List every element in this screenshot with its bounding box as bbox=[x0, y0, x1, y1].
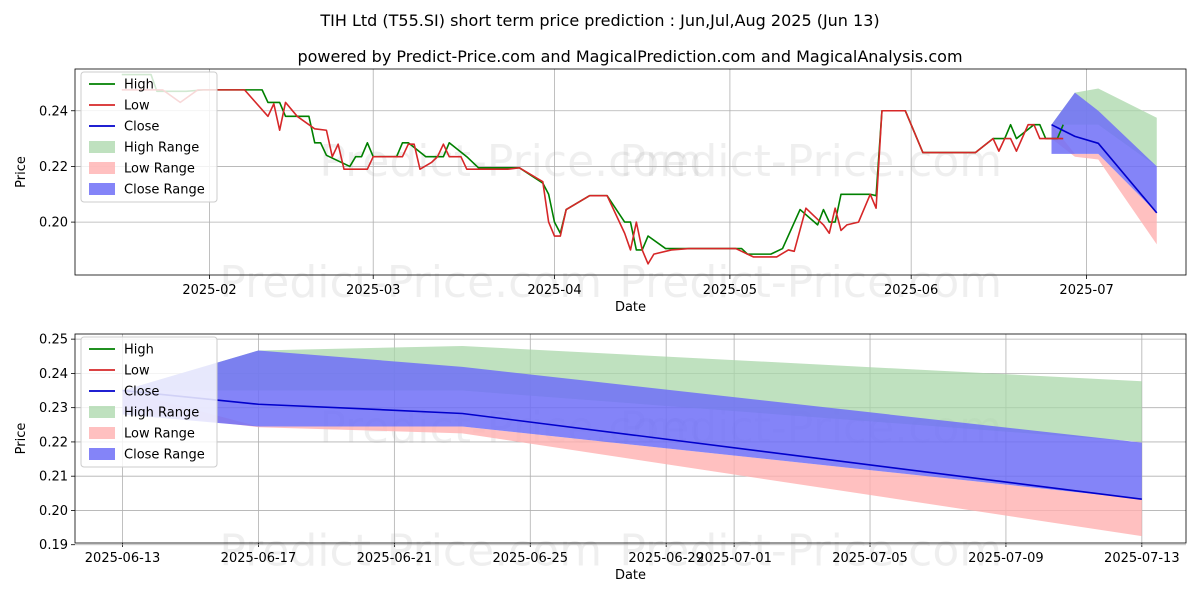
legend-label: Close Range bbox=[124, 448, 205, 463]
x-tick-label: 2025-06-17 bbox=[221, 551, 297, 566]
legend-label: High Range bbox=[124, 406, 199, 421]
watermark-text: Predict-Price.com bbox=[619, 136, 1002, 187]
legend-label: Low bbox=[124, 99, 150, 114]
y-tick-label: 0.24 bbox=[39, 367, 68, 382]
y-tick-label: 0.22 bbox=[39, 160, 68, 175]
legend-label: Close Range bbox=[124, 183, 205, 198]
watermark-text: Predict-Price.com bbox=[219, 257, 602, 308]
x-tick-label: 2025-05 bbox=[703, 283, 757, 298]
x-tick-label: 2025-04 bbox=[527, 283, 581, 298]
x-axis-label: Date bbox=[615, 568, 646, 583]
history-panel: Predict-Price.comPredict-Price.comPredic… bbox=[14, 68, 1187, 315]
legend-label: Low Range bbox=[124, 162, 195, 177]
low-range-band bbox=[1051, 124, 1157, 245]
plot-area bbox=[122, 345, 1142, 537]
legend-swatch-patch bbox=[89, 448, 115, 460]
legend-swatch-patch bbox=[89, 162, 115, 174]
plot-frame bbox=[74, 333, 1187, 544]
plot-frame bbox=[74, 68, 1187, 276]
y-tick-label: 0.21 bbox=[39, 470, 68, 485]
y-tick-label: 0.20 bbox=[39, 216, 68, 231]
watermark-text: Predict-Price.com bbox=[219, 525, 602, 576]
legend-label: Close bbox=[124, 385, 159, 400]
legend-swatch-patch bbox=[89, 183, 115, 195]
watermark-text: Predict-Price.com bbox=[319, 136, 702, 187]
y-tick-label: 0.19 bbox=[39, 538, 68, 553]
x-tick-label: 2025-06 bbox=[884, 283, 938, 298]
watermark-text: Predict-Price.com bbox=[619, 257, 1002, 308]
legend-swatch-patch bbox=[89, 406, 115, 418]
legend-label: High Range bbox=[124, 141, 199, 156]
close-series-line bbox=[1051, 123, 1158, 214]
y-tick-label: 0.24 bbox=[39, 104, 68, 119]
x-tick-label: 2025-06-29 bbox=[628, 551, 704, 566]
low-series-line bbox=[121, 89, 1064, 265]
x-tick-label: 2025-07 bbox=[1059, 283, 1113, 298]
legend-swatch-patch bbox=[89, 427, 115, 439]
x-tick-label: 2025-07-09 bbox=[968, 551, 1044, 566]
y-axis-label: Price bbox=[14, 423, 29, 455]
x-tick-label: 2025-06-25 bbox=[492, 551, 568, 566]
plot-area bbox=[121, 73, 1158, 265]
x-tick-label: 2025-06-21 bbox=[357, 551, 433, 566]
legend-swatch-patch bbox=[89, 141, 115, 153]
legend-label: Close bbox=[124, 120, 159, 135]
x-axis-label: Date bbox=[615, 300, 646, 315]
y-tick-label: 0.23 bbox=[39, 401, 68, 416]
prediction-panel: Predict-Price.comPredict-Price.comPredic… bbox=[14, 333, 1187, 583]
x-tick-label: 2025-07-05 bbox=[832, 551, 908, 566]
x-tick-label: 2025-02 bbox=[182, 283, 236, 298]
chart-title: TIH Ltd (T55.SI) short term price predic… bbox=[319, 11, 879, 30]
legend-label: High bbox=[124, 343, 154, 358]
y-tick-label: 0.20 bbox=[39, 504, 68, 519]
legend-label: Low Range bbox=[124, 427, 195, 442]
chart-subtitle: powered by Predict-Price.com and Magical… bbox=[297, 47, 962, 66]
legend-label: Low bbox=[124, 364, 150, 379]
legend-label: High bbox=[124, 78, 154, 93]
x-tick-label: 2025-07-01 bbox=[696, 551, 772, 566]
y-axis-label: Price bbox=[14, 156, 29, 188]
x-tick-label: 2025-07-13 bbox=[1104, 551, 1180, 566]
low-range-band bbox=[122, 390, 1142, 537]
x-tick-label: 2025-06-13 bbox=[85, 551, 161, 566]
x-tick-label: 2025-03 bbox=[346, 283, 400, 298]
close-range-band bbox=[122, 350, 1142, 500]
y-tick-label: 0.22 bbox=[39, 435, 68, 450]
y-tick-label: 0.25 bbox=[39, 333, 68, 348]
watermark-text: Predict-Price.com bbox=[619, 525, 1002, 576]
close-range-band bbox=[1051, 92, 1157, 213]
